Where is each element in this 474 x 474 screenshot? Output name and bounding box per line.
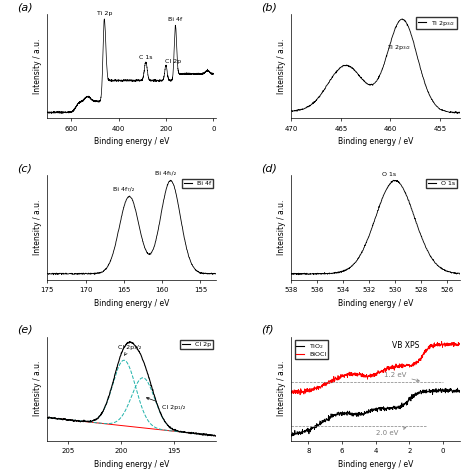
Y-axis label: Intensity / a.u.: Intensity / a.u. xyxy=(33,38,42,94)
Text: Bi 4f₇/₂: Bi 4f₇/₂ xyxy=(113,187,135,192)
X-axis label: Binding energy / eV: Binding energy / eV xyxy=(94,137,169,146)
Text: Cl 2p₃/₂: Cl 2p₃/₂ xyxy=(118,346,141,356)
Legend: Ti 2p$_{3/2}$: Ti 2p$_{3/2}$ xyxy=(417,18,456,29)
X-axis label: Binding energy / eV: Binding energy / eV xyxy=(338,137,413,146)
Text: (a): (a) xyxy=(17,2,33,12)
Text: 2.0 eV: 2.0 eV xyxy=(375,427,406,437)
Text: VB XPS: VB XPS xyxy=(392,341,420,350)
Text: Ti 2p$_{3/2}$: Ti 2p$_{3/2}$ xyxy=(387,44,411,52)
Y-axis label: Intensity / a.u.: Intensity / a.u. xyxy=(33,200,42,255)
Text: C 1s: C 1s xyxy=(139,55,153,60)
Text: (d): (d) xyxy=(261,164,277,173)
Legend: TiO$_2$, BiOCl: TiO$_2$, BiOCl xyxy=(294,340,328,359)
Text: (b): (b) xyxy=(261,2,277,12)
Text: 1.2 eV: 1.2 eV xyxy=(384,372,419,382)
X-axis label: Binding energy / eV: Binding energy / eV xyxy=(94,460,169,469)
Legend: O 1s: O 1s xyxy=(426,179,456,188)
Y-axis label: Intensity / a.u.: Intensity / a.u. xyxy=(277,38,286,94)
Legend: Bi 4f: Bi 4f xyxy=(182,179,213,188)
Text: O 1s: O 1s xyxy=(382,172,396,177)
Text: Cl 2p: Cl 2p xyxy=(165,59,181,64)
Text: (f): (f) xyxy=(261,325,274,335)
Text: (c): (c) xyxy=(17,164,32,173)
Text: Ti 2p: Ti 2p xyxy=(97,11,112,16)
Text: (e): (e) xyxy=(17,325,33,335)
X-axis label: Binding energy / eV: Binding energy / eV xyxy=(94,299,169,308)
Text: Bi 4f: Bi 4f xyxy=(168,17,182,22)
Y-axis label: Intensity / a.u.: Intensity / a.u. xyxy=(277,361,286,417)
Text: Bi 4f₅/₂: Bi 4f₅/₂ xyxy=(155,171,176,176)
X-axis label: Binding energy / eV: Binding energy / eV xyxy=(338,299,413,308)
Y-axis label: Intensity / a.u.: Intensity / a.u. xyxy=(277,200,286,255)
Legend: Cl 2p: Cl 2p xyxy=(180,340,213,349)
Text: Cl 2p₁/₂: Cl 2p₁/₂ xyxy=(146,397,185,410)
X-axis label: Binding energy / eV: Binding energy / eV xyxy=(338,460,413,469)
Y-axis label: Intensity / a.u.: Intensity / a.u. xyxy=(33,361,42,417)
